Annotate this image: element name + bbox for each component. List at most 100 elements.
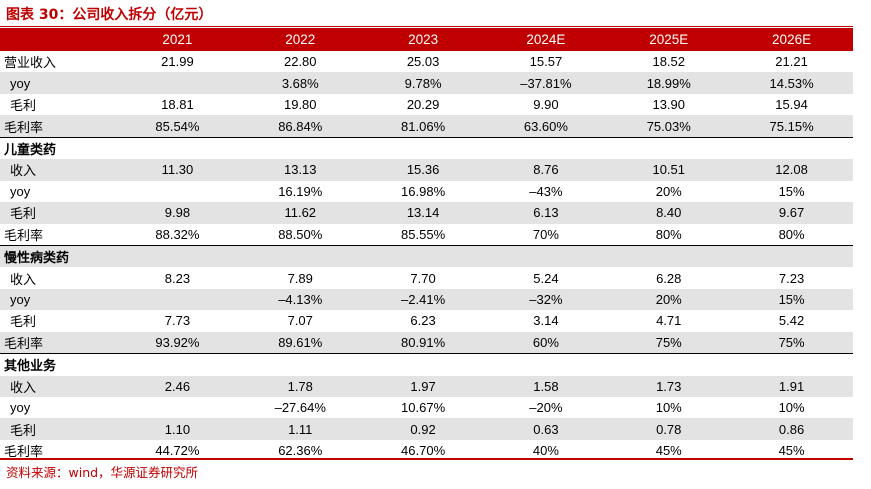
value-cell: 1.58 — [484, 375, 608, 397]
value-cell: –32% — [484, 288, 608, 311]
value-cell: 3.68% — [238, 72, 362, 94]
value-cell — [116, 72, 239, 94]
value-cell: 88.32% — [155, 226, 200, 242]
value-cell: 4.71 — [656, 313, 682, 329]
table-row: 收入 8.23 7.89 7.70 5.24 6.28 7.23 — [0, 267, 853, 288]
empty-cell — [730, 136, 853, 160]
value-cell: 13.90 — [652, 97, 686, 113]
row-label: 毛利率 — [4, 444, 44, 460]
empty-cell — [361, 136, 485, 160]
row-label: 毛利率 — [4, 227, 44, 243]
header-cell: 2023 — [361, 28, 485, 51]
row-label: 毛利率 — [0, 115, 117, 138]
value-cell: 25.03 — [406, 54, 440, 70]
value-cell: 75.03% — [607, 115, 731, 138]
value-cell: 44.72% — [155, 443, 200, 459]
value-cell: 15% — [730, 288, 853, 311]
table-row: yoy –27.64% 10.67% –20% 10% 10% — [0, 397, 853, 418]
value-cell: 75% — [607, 331, 731, 354]
value-cell: 20.29 — [406, 97, 440, 113]
value-cell: 8.23 — [164, 270, 191, 286]
header-cell: 2024E — [484, 28, 608, 51]
empty-cell — [484, 353, 608, 376]
value-cell: 13.14 — [361, 202, 485, 224]
table-row: 毛利率 93.92% 89.61% 80.91% 60% 75% 75% — [0, 331, 853, 354]
value-cell: 1.78 — [238, 375, 362, 397]
value-cell: 45% — [655, 443, 682, 459]
value-cell: 7.07 — [287, 313, 313, 329]
value-cell: 13.13 — [238, 159, 362, 181]
row-label: 毛利 — [10, 314, 37, 330]
header-cell: 2025E — [607, 28, 731, 51]
value-cell: 63.60% — [484, 115, 608, 138]
value-cell: 80% — [655, 226, 682, 242]
empty-cell — [484, 136, 608, 160]
value-cell: 0.78 — [607, 418, 731, 440]
value-cell: 10.67% — [401, 400, 446, 416]
value-cell: 62.36% — [278, 443, 323, 459]
value-cell: 40% — [532, 443, 559, 459]
value-cell: 11.30 — [116, 159, 239, 181]
title-rule — [0, 26, 853, 27]
row-label: 营业收入 — [4, 55, 57, 71]
value-cell: 1.73 — [607, 375, 731, 397]
row-label: 毛利 — [0, 202, 117, 224]
value-cell: 80.91% — [361, 331, 485, 354]
value-cell: 10% — [655, 400, 682, 416]
row-label: 毛利率 — [0, 331, 117, 354]
section-label: 儿童类药 — [0, 136, 117, 160]
revenue-breakdown-table: 2021 2022 2023 2024E 2025E 2026E 营业收入 21.… — [0, 28, 853, 461]
value-cell: 18.99% — [607, 72, 731, 94]
value-cell: –43% — [529, 183, 563, 199]
table-body: 营业收入 21.99 22.80 25.03 15.57 18.52 21.21 yoy 3.6… — [0, 51, 853, 461]
value-cell: 1.91 — [730, 375, 853, 397]
value-cell: 86.84% — [238, 115, 362, 138]
value-cell: 8.40 — [607, 202, 731, 224]
value-cell: 0.63 — [484, 418, 608, 440]
value-cell: 14.53% — [730, 72, 853, 94]
table-row: yoy –4.13% –2.41% –32% 20% 15% — [0, 288, 853, 311]
value-cell — [116, 181, 239, 202]
value-cell: 22.80 — [283, 54, 317, 70]
value-cell: –20% — [529, 400, 563, 416]
value-cell: 5.24 — [533, 270, 559, 286]
value-cell: 15.94 — [775, 97, 808, 113]
row-label: 毛利 — [0, 418, 117, 440]
table-row: 毛利 1.10 1.11 0.92 0.63 0.78 0.86 — [0, 418, 853, 440]
empty-cell — [730, 353, 853, 376]
section-label: 慢性病类药 — [0, 244, 117, 268]
value-cell: 80% — [778, 226, 805, 242]
header-row: 2021 2022 2023 2024E 2025E 2026E — [0, 28, 853, 51]
section-label: 其他业务 — [0, 353, 117, 376]
value-cell: 85.55% — [401, 226, 446, 242]
value-cell: 1.11 — [238, 418, 362, 440]
value-cell: 6.13 — [484, 202, 608, 224]
value-cell: 18.81 — [161, 97, 194, 113]
value-cell: 0.86 — [730, 418, 853, 440]
row-label: yoy — [0, 288, 117, 311]
value-cell: 46.70% — [401, 443, 446, 459]
table-row: 毛利率 85.54% 86.84% 81.06% 63.60% 75.03% 75.15% — [0, 115, 853, 138]
value-cell: 10.51 — [607, 159, 731, 181]
table-row: yoy 3.68% 9.78% –37.81% 18.99% 14.53% — [0, 72, 853, 94]
value-cell: 5.42 — [778, 313, 805, 329]
table-row: 毛利 7.73 7.07 6.23 3.14 4.71 5.42 — [0, 310, 853, 331]
value-cell: 75% — [730, 331, 853, 354]
value-cell: 18.52 — [652, 54, 686, 70]
value-cell: 12.08 — [730, 159, 853, 181]
row-label: yoy — [10, 400, 31, 416]
value-cell: 9.78% — [361, 72, 485, 94]
empty-cell — [484, 244, 608, 268]
empty-cell — [116, 244, 239, 268]
value-cell: 20% — [655, 183, 682, 199]
value-cell: 85.54% — [116, 115, 239, 138]
value-cell: 21.21 — [775, 54, 808, 70]
bottom-rule — [0, 458, 853, 460]
value-cell: –4.13% — [238, 288, 362, 311]
header-cell: 2026E — [730, 28, 853, 51]
value-cell: –37.81% — [484, 72, 608, 94]
source-note: 资料来源：wind，华源证券研究所 — [6, 465, 199, 480]
value-cell: 21.99 — [161, 54, 194, 70]
value-cell — [116, 288, 239, 311]
empty-cell — [238, 136, 362, 160]
